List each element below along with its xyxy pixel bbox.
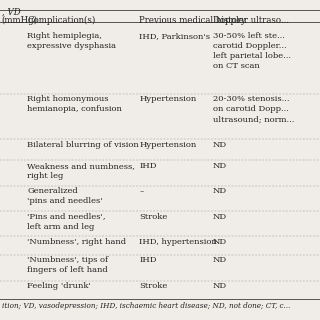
Text: 20-30% stenosis...
on carotid Dopp...
ultrasound; norm...: 20-30% stenosis... on carotid Dopp... ul… <box>213 95 294 124</box>
Text: ND: ND <box>213 238 227 246</box>
Text: IHD, hypertension: IHD, hypertension <box>139 238 217 246</box>
Text: ND: ND <box>213 256 227 264</box>
Text: Hypertension: Hypertension <box>139 141 196 149</box>
Text: ition; VD, vasodepression; IHD, ischaemic heart disease; ND, not done; CT, c...: ition; VD, vasodepression; IHD, ischaemi… <box>2 302 290 310</box>
Text: 30-50% left ste...
carotid Doppler...
left parietal lobe...
on CT scan: 30-50% left ste... carotid Doppler... le… <box>213 32 291 70</box>
Text: Right hemiplegia,
expressive dysphasia: Right hemiplegia, expressive dysphasia <box>27 32 116 50</box>
Text: 'Numbness', tips of
fingers of left hand: 'Numbness', tips of fingers of left hand <box>27 256 108 274</box>
Text: –: – <box>139 187 143 195</box>
Text: Stroke: Stroke <box>139 213 167 221</box>
Text: Bilateral blurring of vision: Bilateral blurring of vision <box>27 141 139 149</box>
Text: (mmHg): (mmHg) <box>2 16 38 25</box>
Text: IHD, Parkinson's: IHD, Parkinson's <box>139 32 210 40</box>
Text: 'Pins and needles',
left arm and leg: 'Pins and needles', left arm and leg <box>27 213 106 231</box>
Text: , VD: , VD <box>2 8 20 17</box>
Text: Hypertension: Hypertension <box>139 95 196 103</box>
Text: IHD: IHD <box>139 256 157 264</box>
Text: Complication(s): Complication(s) <box>27 16 96 25</box>
Text: ND: ND <box>213 162 227 170</box>
Text: ND: ND <box>213 141 227 149</box>
Text: Previous medical history: Previous medical history <box>139 16 246 25</box>
Text: ND: ND <box>213 213 227 221</box>
Text: 'Numbness', right hand: 'Numbness', right hand <box>27 238 126 246</box>
Text: Right homonymous
hemianopia, confusion: Right homonymous hemianopia, confusion <box>27 95 122 113</box>
Text: ND: ND <box>213 283 227 291</box>
Text: IHD: IHD <box>139 162 157 170</box>
Text: Feeling 'drunk': Feeling 'drunk' <box>27 283 91 291</box>
Text: Stroke: Stroke <box>139 283 167 291</box>
Text: ND: ND <box>213 187 227 195</box>
Text: Doppler ultraso...: Doppler ultraso... <box>213 16 289 25</box>
Text: Generalized
'pins and needles': Generalized 'pins and needles' <box>27 187 103 205</box>
Text: Weakness and numbness,
right leg: Weakness and numbness, right leg <box>27 162 135 180</box>
